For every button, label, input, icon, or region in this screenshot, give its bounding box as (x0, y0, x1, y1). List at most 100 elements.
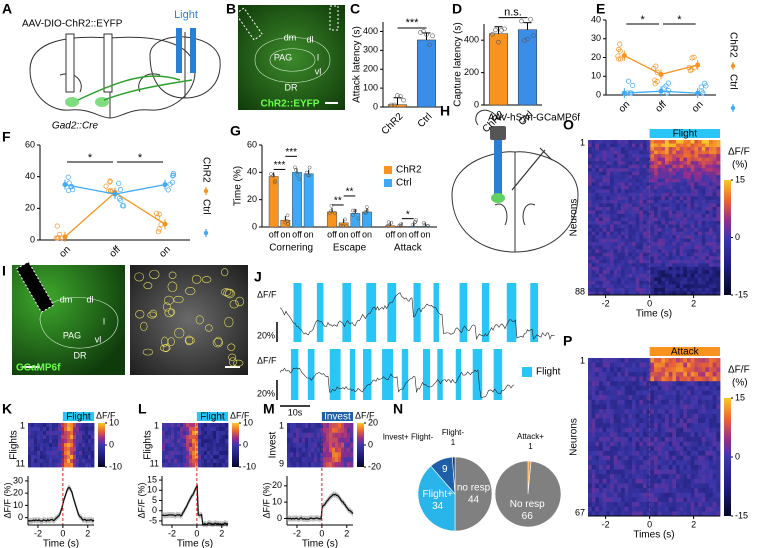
heatmap-cell (591, 171, 596, 176)
heatmap-cell (591, 464, 596, 470)
heatmap-cell (599, 497, 604, 503)
heatmap-cell (216, 455, 220, 460)
colorbar-label: (%) (732, 160, 748, 171)
heatmap-cell (646, 358, 651, 364)
heatmap-cell (643, 175, 648, 180)
heatmap-cell (606, 266, 611, 271)
heatmap-cell (635, 287, 640, 292)
heatmap-cell (705, 460, 710, 466)
legend-swatch (384, 166, 392, 174)
colorbar-tick-label: 0 (735, 232, 740, 242)
heatmap-cell (204, 443, 208, 448)
heatmap-cell (621, 455, 626, 461)
heatmap-cell (210, 455, 214, 460)
heatmap-cell (690, 404, 695, 410)
heatmap-cell (635, 182, 640, 187)
heatmap-cell (64, 455, 68, 460)
headstage (490, 126, 506, 140)
heatmap-cell (76, 447, 80, 452)
heatmap-cell (690, 455, 695, 461)
event-bar (437, 349, 443, 400)
heatmap-cell (293, 447, 297, 453)
heatmap-cell (668, 266, 673, 271)
heatmap-cell (613, 182, 618, 187)
heatmap-cell (613, 154, 618, 159)
heatmap-cell (610, 418, 615, 424)
heatmap-cell (606, 423, 611, 429)
heatmap-cell (665, 455, 670, 461)
heatmap-cell (628, 256, 633, 261)
heatmap-cell (683, 497, 688, 503)
heatmap-cell (665, 277, 670, 282)
heatmap-cell (665, 423, 670, 429)
heatmap-cell (654, 409, 659, 415)
heatmap-cell (694, 182, 699, 187)
data-point (519, 18, 524, 24)
heatmap-cell (654, 249, 659, 254)
heatmap-cell (599, 399, 604, 405)
heatmap-cell (709, 242, 714, 247)
heatmap-cell (646, 221, 651, 225)
heatmap-cell (347, 447, 351, 453)
heatmap-cell (639, 478, 644, 484)
heatmap-cell (712, 168, 717, 173)
heatmap-cell (694, 147, 699, 151)
heatmap-cell (347, 462, 351, 468)
heatmap-cell (709, 483, 714, 489)
heatmap-cell (687, 189, 692, 194)
heatmap-cell (624, 161, 629, 166)
heatmap-cell (70, 423, 74, 428)
heatmap-cell (591, 358, 596, 364)
heatmap-cell (698, 224, 703, 229)
heatmap-cell (698, 460, 703, 466)
heatmap-cell (46, 443, 50, 448)
heatmap-cell (650, 511, 655, 517)
heatmap-cell (308, 457, 312, 463)
heatmap-cell (701, 474, 706, 480)
heatmap-cell (591, 277, 596, 282)
heatmap-cell (657, 217, 662, 222)
heatmap-cell (588, 168, 593, 173)
heatmap-cell (290, 447, 294, 453)
heatmap-cell (712, 224, 717, 229)
heatmap-cell (661, 464, 666, 470)
heatmap-cell (624, 147, 629, 151)
heatmap-cell (602, 164, 607, 169)
heatmap-cell (621, 168, 626, 173)
data-point (340, 224, 345, 228)
heatmap-cell (668, 213, 673, 218)
x-tick-label: 0 (60, 528, 65, 538)
heatmap-cell (49, 431, 53, 436)
heatmap-cell (668, 178, 673, 183)
heatmap-cell (639, 189, 644, 194)
heatmap-cell (639, 185, 644, 190)
heatmap-cell (646, 168, 651, 173)
heatmap-cell (183, 443, 187, 448)
optic-fiber (190, 28, 196, 73)
heatmap-cell (207, 443, 211, 448)
heatmap-cell (701, 488, 706, 494)
heatmap-cell (85, 435, 89, 440)
slice-value: 9 (442, 464, 448, 475)
heatmap-cell (632, 284, 637, 289)
heatmap-cell (323, 447, 327, 453)
heatmap-cell (683, 404, 688, 410)
heatmap-cell (694, 210, 699, 215)
heatmap-cell (85, 463, 89, 468)
heatmap-cell (683, 224, 688, 229)
heatmap-cell (617, 242, 622, 247)
heatmap-cell (643, 164, 648, 169)
heatmap-cell (599, 150, 604, 155)
heatmap-cell (701, 196, 706, 201)
heatmap-cell (311, 437, 315, 443)
heatmap-cell (37, 447, 41, 452)
heatmap-cell (654, 455, 659, 461)
heatmap-cell (323, 457, 327, 463)
heatmap-cell (588, 409, 593, 415)
heatmap-cell (672, 469, 677, 475)
heatmap-cell (705, 189, 710, 194)
heatmap-cell (654, 358, 659, 364)
heatmap-cell (665, 464, 670, 470)
heatmap-cell (676, 210, 681, 215)
heatmap-cell (643, 464, 648, 470)
